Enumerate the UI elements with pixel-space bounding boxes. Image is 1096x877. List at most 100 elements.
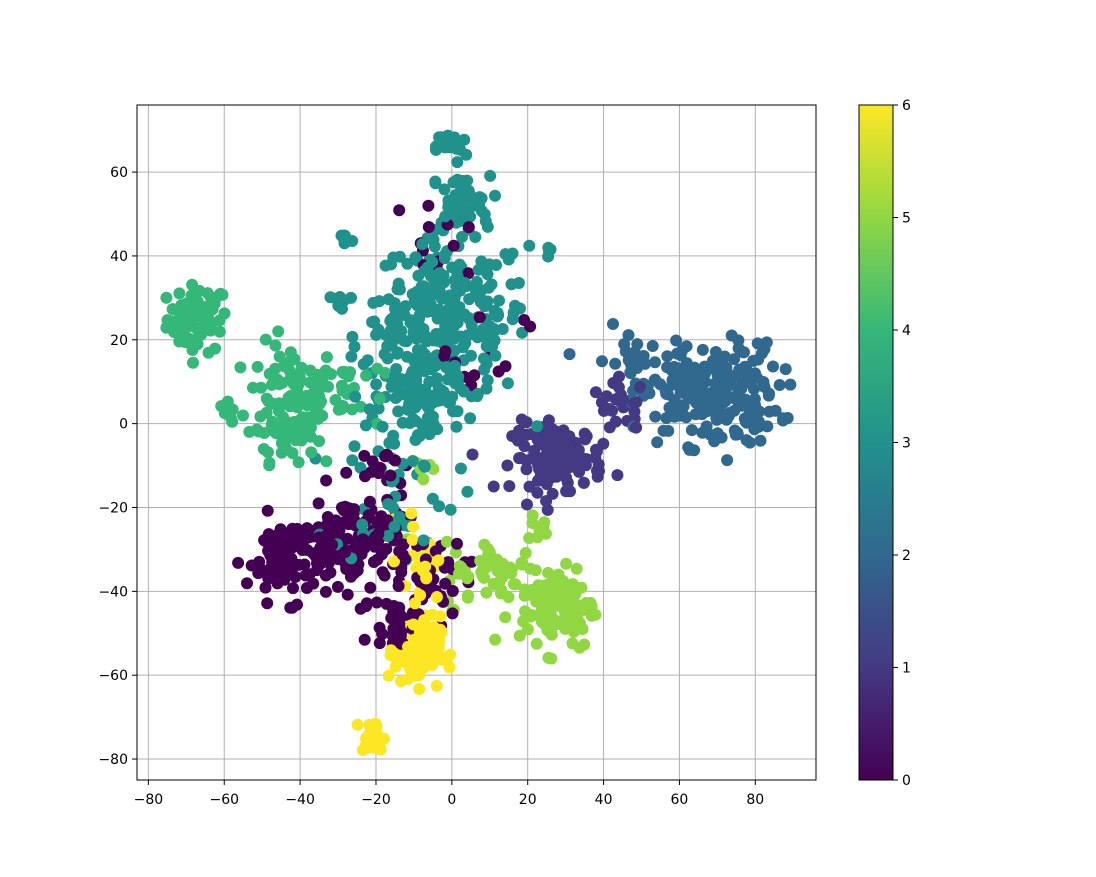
colorbar-tick-label: 4 <box>902 323 911 339</box>
data-point <box>422 199 435 212</box>
data-point <box>402 401 415 414</box>
data-point <box>754 434 767 447</box>
data-point <box>699 376 712 388</box>
data-point <box>224 411 237 424</box>
data-point <box>351 718 364 731</box>
data-point <box>649 356 661 369</box>
data-point <box>291 598 303 611</box>
data-point <box>743 436 756 449</box>
data-point <box>385 644 397 657</box>
data-point <box>549 456 562 469</box>
data-point <box>406 288 419 301</box>
data-point <box>451 269 464 282</box>
data-point <box>379 259 392 272</box>
data-point <box>392 277 405 290</box>
data-point <box>451 156 464 169</box>
data-point <box>590 443 602 456</box>
data-point <box>499 611 512 624</box>
colorbar-gradient <box>858 104 894 781</box>
data-point <box>284 400 296 413</box>
data-point <box>319 569 332 582</box>
data-point <box>278 428 291 441</box>
data-point <box>299 569 312 582</box>
data-point <box>410 374 423 387</box>
data-point <box>763 387 775 400</box>
data-point <box>446 585 459 597</box>
data-point <box>423 630 436 643</box>
data-point <box>321 511 334 523</box>
data-point <box>341 588 354 601</box>
data-point <box>364 581 377 594</box>
data-point <box>305 446 318 459</box>
data-point <box>444 396 456 409</box>
data-point <box>542 414 555 427</box>
data-point <box>757 376 770 388</box>
data-point <box>387 600 400 612</box>
data-point <box>345 291 357 304</box>
data-point <box>519 605 531 618</box>
data-point <box>438 183 451 196</box>
data-point <box>356 533 369 546</box>
data-point <box>258 534 271 547</box>
x-axis: −80 −60 −40 −20 0 20 40 60 80 <box>134 780 764 808</box>
data-point <box>530 637 543 650</box>
data-point <box>462 221 475 234</box>
data-point <box>489 189 501 202</box>
data-point <box>421 411 434 424</box>
colorbar-tick-label: 0 <box>902 773 911 789</box>
data-point <box>628 405 641 418</box>
data-point <box>643 387 656 400</box>
data-point <box>393 511 406 523</box>
data-point <box>182 332 195 345</box>
data-point <box>560 557 573 570</box>
data-point <box>304 364 317 377</box>
data-point <box>287 582 299 595</box>
data-point <box>464 412 477 425</box>
colorbar-tick-label: 6 <box>902 98 911 114</box>
data-point <box>410 332 423 345</box>
data-point <box>292 456 305 469</box>
data-point <box>432 303 445 316</box>
data-point <box>216 288 229 301</box>
data-point <box>470 327 483 340</box>
data-point <box>313 435 325 448</box>
data-point <box>379 366 392 379</box>
data-point <box>540 495 553 508</box>
data-point <box>473 286 486 299</box>
data-point <box>253 555 266 568</box>
data-point <box>401 350 414 363</box>
data-point <box>523 480 536 493</box>
data-point <box>529 564 542 577</box>
data-point <box>461 591 474 604</box>
data-point <box>444 503 457 516</box>
data-point <box>751 337 764 350</box>
data-point <box>381 340 394 353</box>
data-point <box>425 332 438 345</box>
data-point <box>677 364 690 377</box>
data-point <box>361 354 374 367</box>
data-point <box>405 507 418 520</box>
data-point <box>649 410 662 423</box>
data-point <box>513 452 526 465</box>
data-point <box>389 369 402 382</box>
data-point <box>449 546 462 559</box>
data-point <box>193 284 206 297</box>
data-point <box>291 536 304 549</box>
data-point <box>391 347 404 360</box>
data-point <box>278 360 291 373</box>
colorbar-tick-label: 2 <box>902 548 911 564</box>
data-point <box>387 379 400 392</box>
data-point <box>742 373 755 386</box>
x-tick-label: 0 <box>447 792 456 808</box>
data-point <box>378 569 391 582</box>
data-point <box>372 323 385 336</box>
data-point <box>607 377 620 389</box>
data-point <box>481 268 494 281</box>
data-point <box>393 615 406 628</box>
data-point <box>187 308 200 321</box>
data-point <box>419 393 432 406</box>
data-point <box>412 668 424 681</box>
data-point <box>387 251 400 264</box>
data-point <box>415 344 428 357</box>
data-point <box>287 416 300 429</box>
